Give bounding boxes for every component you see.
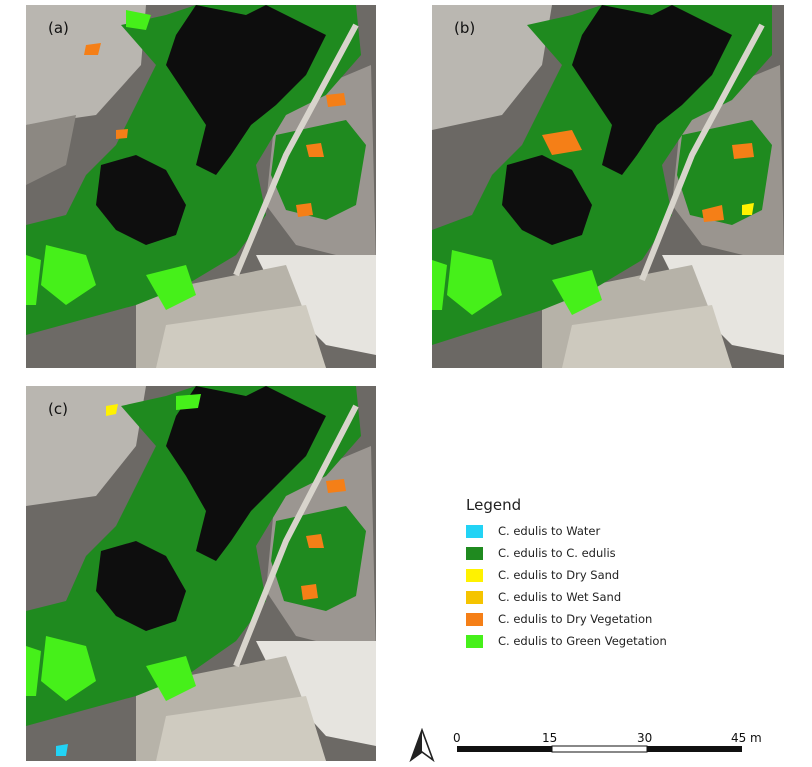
- scale-bar: 0 15 30 45 m: [445, 728, 775, 758]
- panel-label-a: (a): [48, 19, 69, 37]
- legend-label: C. edulis to Dry Sand: [498, 568, 620, 582]
- legend-item: C. edulis to Green Vegetation: [466, 630, 766, 652]
- north-arrow-icon: [408, 727, 436, 766]
- map-image-a: [26, 5, 376, 368]
- scale-segment-3: [647, 746, 742, 752]
- map-image-c: [26, 386, 376, 761]
- scale-tick-15: 15: [542, 731, 557, 745]
- map-panel-b: (b): [432, 5, 784, 368]
- legend-swatch: [466, 524, 483, 538]
- legend-label: C. edulis to Green Vegetation: [498, 634, 667, 648]
- legend: Legend C. edulis to Water C. edulis to C.…: [466, 496, 766, 652]
- scale-tick-0: 0: [453, 731, 461, 745]
- legend-title: Legend: [466, 496, 522, 514]
- legend-item: C. edulis to Wet Sand: [466, 586, 766, 608]
- legend-items: C. edulis to Water C. edulis to C. edulis…: [466, 520, 766, 652]
- map-panel-a: (a): [26, 5, 376, 368]
- legend-label: C. edulis to C. edulis: [498, 546, 616, 560]
- legend-swatch: [466, 568, 483, 582]
- legend-label: C. edulis to Wet Sand: [498, 590, 622, 604]
- scale-unit: m: [750, 731, 762, 745]
- scale-segment-2: [551, 745, 648, 753]
- legend-label: C. edulis to Dry Vegetation: [498, 612, 653, 626]
- scale-segment-1: [457, 746, 552, 752]
- panel-label-c: (c): [48, 400, 68, 418]
- legend-item: C. edulis to C. edulis: [466, 542, 766, 564]
- legend-label: C. edulis to Water: [498, 524, 601, 538]
- legend-item: C. edulis to Water: [466, 520, 766, 542]
- legend-item: C. edulis to Dry Sand: [466, 564, 766, 586]
- panel-label-b: (b): [454, 19, 476, 37]
- scale-tick-45: 45: [731, 731, 746, 745]
- legend-swatch: [466, 612, 483, 626]
- scale-tick-30: 30: [637, 731, 652, 745]
- legend-item: C. edulis to Dry Vegetation: [466, 608, 766, 630]
- map-panel-c: (c): [26, 386, 376, 761]
- map-image-b: [432, 5, 784, 368]
- legend-swatch: [466, 590, 483, 604]
- legend-swatch: [466, 546, 483, 560]
- legend-swatch: [466, 634, 483, 648]
